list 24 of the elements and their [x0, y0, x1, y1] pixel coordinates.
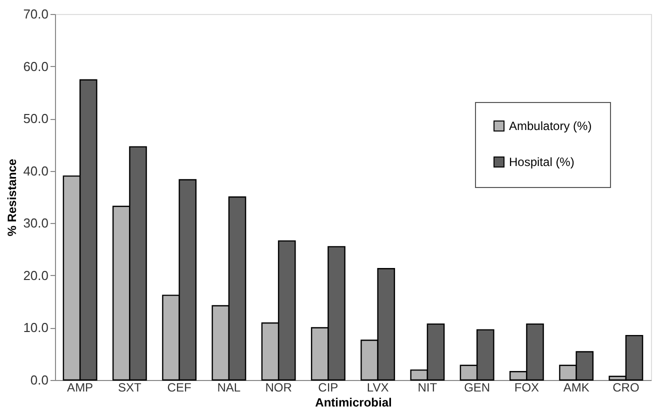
- x-tick-label: GEN: [464, 380, 490, 394]
- y-tick-label: 20.0: [23, 268, 48, 283]
- x-tick-label: AMP: [67, 380, 94, 394]
- y-tick-label: 60.0: [23, 58, 48, 74]
- x-tick-label: AMK: [563, 380, 590, 394]
- x-tick-label: LVX: [366, 380, 389, 394]
- y-tick-label: 40.0: [23, 163, 48, 178]
- y-tick-label: 70.0: [23, 6, 48, 22]
- x-tick-label: CIP: [318, 380, 338, 394]
- x-tick-label: FOX: [514, 380, 540, 394]
- legend-label: Hospital (%): [509, 155, 574, 169]
- x-tick-label: CEF: [167, 380, 192, 394]
- y-axis-title: % Resistance: [5, 158, 20, 236]
- y-tick-label: 10.0: [23, 320, 48, 336]
- x-tick-label: NOR: [265, 380, 292, 394]
- x-tick-label: SXT: [118, 380, 142, 394]
- x-tick-label: CRO: [612, 380, 640, 394]
- x-axis-title: Antimicrobial: [315, 396, 392, 410]
- x-tick-label: NAL: [217, 380, 241, 394]
- y-tick-label: 30.0: [23, 216, 48, 231]
- y-tick-label: 50.0: [23, 111, 48, 126]
- x-tick-label: NIT: [418, 380, 438, 394]
- y-tick-label: 0.0: [30, 372, 48, 388]
- legend-label: Ambulatory (%): [509, 119, 592, 133]
